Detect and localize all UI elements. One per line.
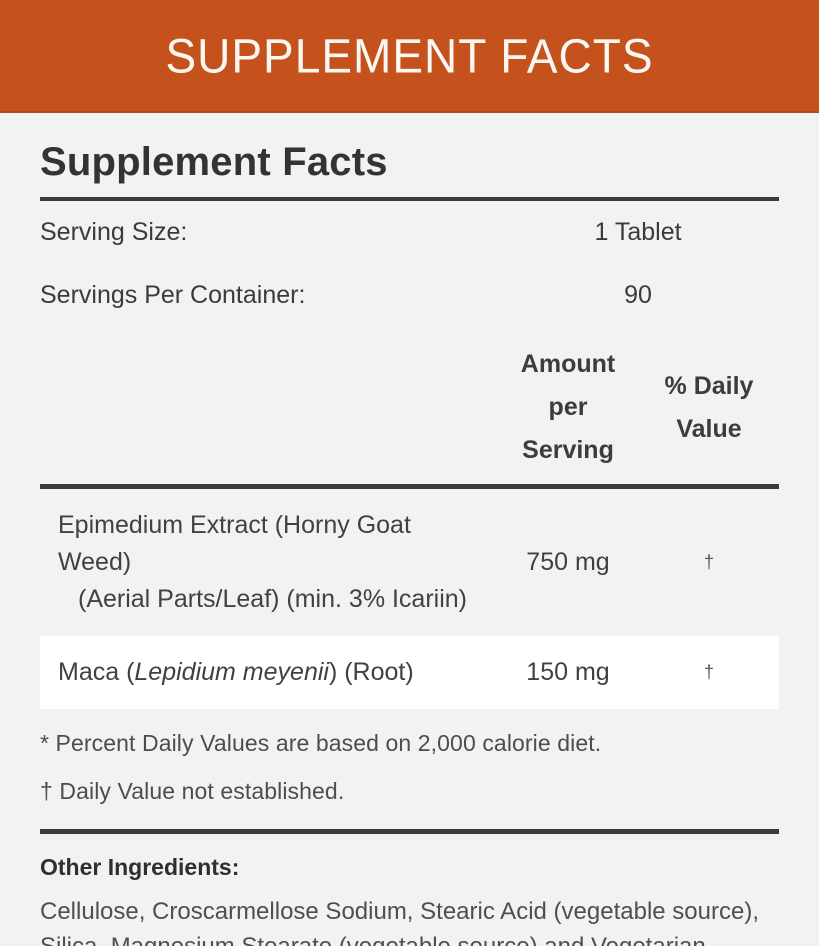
servings-per-container-label: Servings Per Container: xyxy=(40,281,306,309)
ingredient-daily-value: † xyxy=(703,552,714,572)
serving-size-label: Serving Size: xyxy=(40,218,188,246)
ingredient-name-line1: Epimedium Extract (Horny Goat Weed) xyxy=(58,511,411,576)
footnote-percent-daily-value: * Percent Daily Values are based on 2,00… xyxy=(40,730,602,756)
ingredient-name: Epimedium Extract (Horny Goat Weed) (Aer… xyxy=(40,507,497,618)
divider-table-top xyxy=(40,484,779,489)
percent-daily-value-header: % Daily Value xyxy=(664,371,754,443)
supplement-facts-panel: Supplement Facts Serving Size: 1 Tablet … xyxy=(0,140,819,946)
ingredient-name-latin: Lepidium meyenii xyxy=(134,658,329,686)
divider-top xyxy=(40,197,779,201)
footnote-daily-value-not-established: † Daily Value not established. xyxy=(40,778,345,804)
table-row-epimedium: Epimedium Extract (Horny Goat Weed) (Aer… xyxy=(40,489,779,636)
table-header-row: Amount per Serving % Daily Value xyxy=(40,343,779,472)
divider-bottom xyxy=(40,829,779,834)
ingredient-name-post: ) (Root) xyxy=(328,658,414,686)
ingredient-amount: 150 mg xyxy=(526,658,610,686)
table-row-maca: Maca (Lepidium meyenii) (Root) 150 mg † xyxy=(40,636,779,709)
ingredient-name-line2: (Aerial Parts/Leaf) (min. 3% Icariin) xyxy=(78,585,468,613)
other-ingredients-text: Cellulose, Croscarmellose Sodium, Steari… xyxy=(40,898,759,946)
supplement-facts-banner: SUPPLEMENT FACTS xyxy=(0,0,819,113)
servings-per-container-value: 90 xyxy=(624,281,652,309)
amount-per-serving-header: Amount per Serving xyxy=(520,350,616,464)
ingredient-daily-value: † xyxy=(703,662,714,682)
servings-per-container-row: Servings Per Container: 90 xyxy=(40,264,779,327)
ingredient-amount: 750 mg xyxy=(526,548,610,576)
other-ingredients-label: Other Ingredients: xyxy=(40,854,240,880)
ingredient-name: Maca (Lepidium meyenii) (Root) xyxy=(40,654,497,691)
ingredient-name-pre: Maca ( xyxy=(58,658,135,686)
banner-title: SUPPLEMENT FACTS xyxy=(165,28,654,83)
serving-size-row: Serving Size: 1 Tablet xyxy=(40,201,779,264)
panel-title: Supplement Facts xyxy=(40,140,388,184)
serving-size-value: 1 Tablet xyxy=(594,218,682,246)
